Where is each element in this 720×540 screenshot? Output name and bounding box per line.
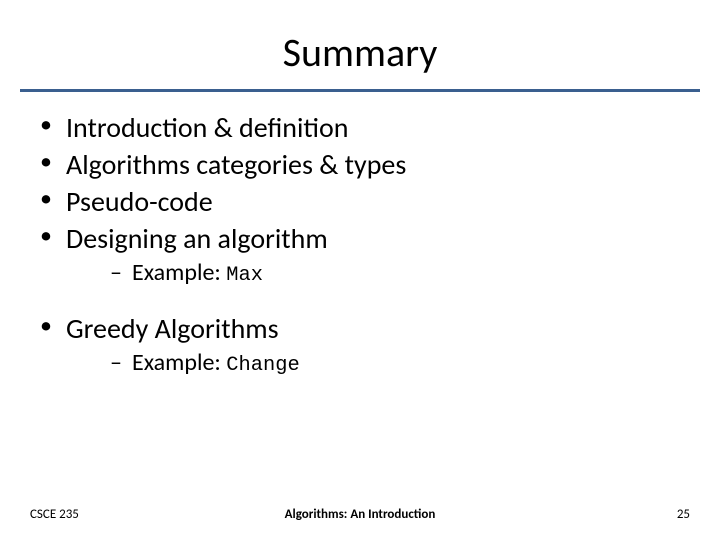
spacer: [30, 297, 690, 311]
sub-bullet-code: Max: [226, 264, 263, 287]
slide-footer: CSCE 235 Algorithms: An Introduction 25: [0, 507, 720, 522]
bullet-item: Pseudo-code: [30, 184, 690, 219]
sub-bullet-prefix: Example:: [132, 348, 226, 377]
slide-container: Summary Introduction & definition Algori…: [0, 0, 720, 540]
bullet-list: Greedy Algorithms Example: Change: [30, 311, 690, 379]
sub-bullet-code: Change: [226, 354, 299, 377]
footer-title: Algorithms: An Introduction: [0, 507, 720, 522]
bullet-item: Introduction & definition: [30, 110, 690, 145]
slide-title: Summary: [0, 0, 720, 89]
bullet-list: Introduction & definition Algorithms cat…: [30, 110, 690, 289]
bullet-text: Designing an algorithm: [66, 221, 328, 256]
footer-page-number: 25: [677, 507, 690, 522]
sub-bullet-list: Example: Max: [66, 258, 690, 289]
slide-content: Introduction & definition Algorithms cat…: [0, 92, 720, 378]
bullet-text: Greedy Algorithms: [66, 311, 279, 346]
bullet-item: Greedy Algorithms Example: Change: [30, 311, 690, 379]
bullet-item: Designing an algorithm Example: Max: [30, 221, 690, 289]
sub-bullet-list: Example: Change: [66, 348, 690, 379]
sub-bullet-item: Example: Max: [66, 258, 690, 289]
sub-bullet-item: Example: Change: [66, 348, 690, 379]
sub-bullet-prefix: Example:: [132, 258, 226, 287]
bullet-item: Algorithms categories & types: [30, 147, 690, 182]
